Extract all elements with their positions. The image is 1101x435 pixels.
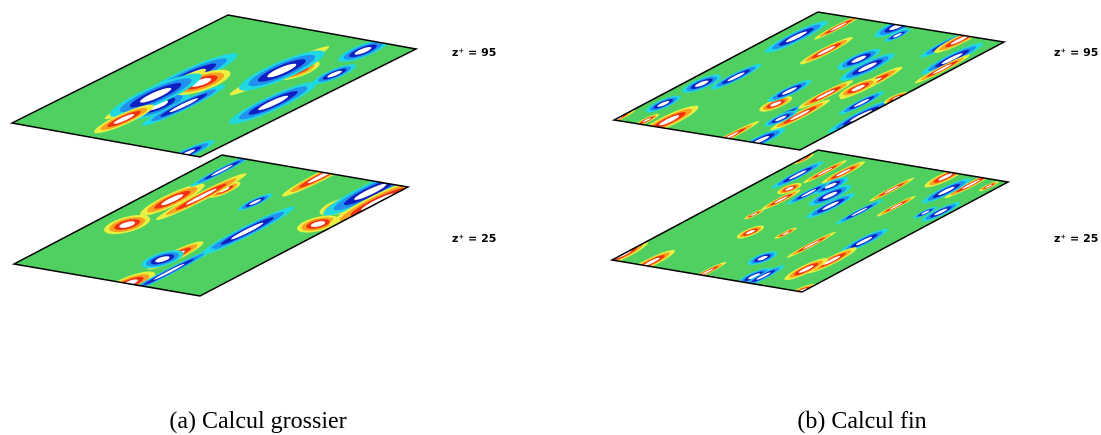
contour-blob <box>231 222 264 240</box>
contours <box>614 12 1004 150</box>
contour-blob <box>934 208 948 216</box>
contour-blob <box>700 268 714 276</box>
contour-blob <box>938 173 953 181</box>
contour-blob <box>782 87 797 95</box>
contour-blob <box>788 170 807 180</box>
contour-blob <box>985 184 993 188</box>
contour-blob <box>822 201 839 210</box>
contour-blob <box>756 272 771 280</box>
plane-label: z⁺ = 95 <box>452 46 496 59</box>
contour-blob <box>139 87 172 103</box>
contour-blob <box>851 84 865 92</box>
contour-blob <box>695 80 709 87</box>
contour-blob <box>354 183 387 200</box>
contour-blob <box>642 117 652 123</box>
contour-blob <box>185 188 217 205</box>
plane-edge <box>14 155 408 296</box>
contour-blob <box>798 265 814 273</box>
contour-blob <box>855 236 873 246</box>
contour-blob <box>659 115 680 126</box>
plane-label: z⁺ = 25 <box>452 232 496 245</box>
plane <box>0 12 421 171</box>
contour-blob <box>884 185 900 194</box>
contour-blob <box>858 62 877 72</box>
contour-blob <box>727 72 745 82</box>
contour-blob <box>892 33 902 38</box>
contour-blob <box>155 256 170 263</box>
plane <box>0 139 451 310</box>
contour-blob <box>752 135 770 145</box>
contour-blob <box>781 231 790 236</box>
contour-blob <box>889 202 903 210</box>
contour-blob <box>789 109 811 121</box>
contour-blob <box>938 186 955 196</box>
plane-fill <box>14 155 408 296</box>
contour-blob <box>153 263 185 280</box>
contour-blob <box>310 221 326 227</box>
contour-blob <box>775 115 787 122</box>
contour-blob <box>851 207 868 217</box>
plane <box>582 2 1027 166</box>
contour-blob <box>932 64 952 74</box>
contour-blob <box>851 55 867 63</box>
contour-blob <box>327 70 342 78</box>
contour-blob <box>836 168 851 177</box>
contour-blob <box>258 95 289 111</box>
plane-label: z⁺ = 25 <box>1054 232 1098 245</box>
contour-blob <box>770 101 782 107</box>
contour-blob <box>169 98 199 113</box>
plane-edge <box>612 150 1008 292</box>
contours <box>14 155 408 296</box>
contour-blob <box>745 229 756 235</box>
contour-planes <box>0 2 1027 310</box>
contour-blob <box>950 35 968 45</box>
contour-blob <box>119 221 136 228</box>
contour-blob <box>802 240 820 250</box>
contour-blob <box>962 179 981 190</box>
contours <box>612 150 1008 292</box>
contour-blob <box>657 101 670 107</box>
contour-blob <box>816 89 835 100</box>
contour-blob <box>921 210 930 215</box>
contour-blob <box>161 194 184 206</box>
contour-blob <box>748 273 761 280</box>
plane-label: z⁺ = 95 <box>1054 46 1098 59</box>
contour-blob <box>853 98 870 107</box>
caption: (b) Calcul fin <box>797 408 926 434</box>
contour-blob <box>354 47 372 55</box>
contour-blob <box>822 191 838 199</box>
contour-blob <box>801 189 817 197</box>
contour-blob <box>785 186 794 191</box>
contour-blob <box>817 46 836 56</box>
contour-blob <box>267 63 297 78</box>
plane-fill <box>612 150 1008 292</box>
contour-blob <box>191 78 212 87</box>
contour-blob <box>774 196 788 204</box>
contour-blob <box>941 53 963 64</box>
plane <box>589 141 1027 301</box>
contour-blob <box>757 255 768 261</box>
plane-edge <box>12 15 416 157</box>
contours <box>12 15 416 157</box>
contour-blob <box>830 22 847 32</box>
plane-edge <box>614 12 1004 150</box>
contour-blob <box>249 199 262 205</box>
contour-blob <box>824 182 837 189</box>
contour-blob <box>785 31 807 43</box>
contour-blob <box>750 212 758 217</box>
caption: (a) Calcul grossier <box>169 408 346 434</box>
contour-blob <box>113 114 135 124</box>
contour-blob <box>849 110 872 122</box>
contour-blob <box>643 257 660 266</box>
contour-blob <box>823 255 841 265</box>
contour-blob <box>211 164 233 176</box>
contour-blob <box>817 167 833 176</box>
